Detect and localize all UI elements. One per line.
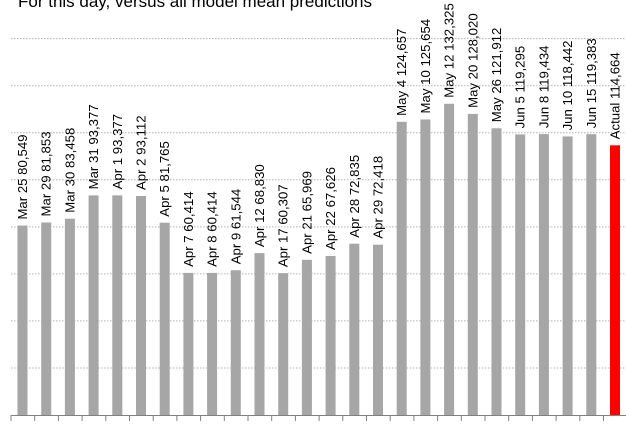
bar [88, 195, 99, 415]
data-labels: Mar 25 80,549 Mar 29 81,853 Mar 30 83,458 M… [15, 3, 623, 267]
data-label: Apr 7 60,414 [181, 191, 196, 267]
data-label: Jun 5 119,295 [513, 46, 528, 129]
bar [112, 195, 123, 415]
bar [136, 196, 146, 415]
bar [64, 218, 75, 415]
data-label: Apr 22 67,626 [323, 167, 338, 250]
bar [373, 244, 383, 415]
data-label: Apr 2 93,112 [134, 115, 149, 190]
bar [183, 272, 194, 415]
bar [562, 136, 573, 415]
data-label: Mar 30 83,458 [62, 128, 77, 213]
data-label: Apr 5 81,765 [157, 141, 172, 217]
bar [491, 128, 502, 415]
data-label: Jun 8 119,434 [536, 45, 551, 128]
chart-title: For this day, versus all model mean pred… [18, 0, 373, 11]
bar [325, 255, 336, 415]
bar [159, 222, 170, 415]
data-label: Apr 8 60,414 [205, 191, 220, 267]
bar [17, 225, 28, 415]
data-label: Apr 9 61,544 [228, 189, 243, 265]
data-label: May 4 124,657 [394, 29, 409, 116]
bar-actual [610, 145, 620, 415]
bar [538, 134, 549, 415]
bar [230, 270, 241, 415]
data-label: May 12 132,325 [442, 3, 457, 98]
data-label: Actual 114,664 [608, 52, 623, 139]
data-label: Jun 15 119,383 [584, 38, 599, 128]
bar [349, 243, 360, 415]
data-label: Apr 29 72,418 [371, 156, 386, 239]
data-label: May 26 121,912 [489, 28, 504, 123]
bar [420, 119, 431, 415]
data-label: Jun 10 118,442 [560, 40, 575, 130]
data-label: Apr 17 60,307 [276, 184, 291, 267]
bar [586, 134, 597, 415]
bar [467, 113, 478, 415]
data-label: Mar 25 80,549 [15, 135, 30, 220]
data-label: Mar 29 81,853 [39, 131, 54, 216]
data-label: Mar 31 93,377 [86, 104, 101, 189]
bar [207, 272, 218, 415]
bar [278, 273, 289, 415]
bar [444, 103, 455, 415]
bar [301, 259, 312, 415]
data-label: Apr 28 72,835 [347, 155, 362, 238]
data-label: May 20 128,020 [465, 13, 480, 108]
x-axis [10, 415, 626, 421]
bar [396, 121, 407, 416]
data-label: Apr 12 68,830 [252, 164, 267, 247]
bar [515, 134, 526, 416]
data-label: Apr 1 93,377 [110, 114, 125, 190]
data-label: Apr 21 65,969 [299, 171, 314, 254]
gridlines [11, 38, 626, 369]
bars [17, 103, 620, 416]
bar [41, 222, 52, 415]
bar [254, 253, 265, 415]
data-label: May 10 125,654 [418, 19, 433, 114]
